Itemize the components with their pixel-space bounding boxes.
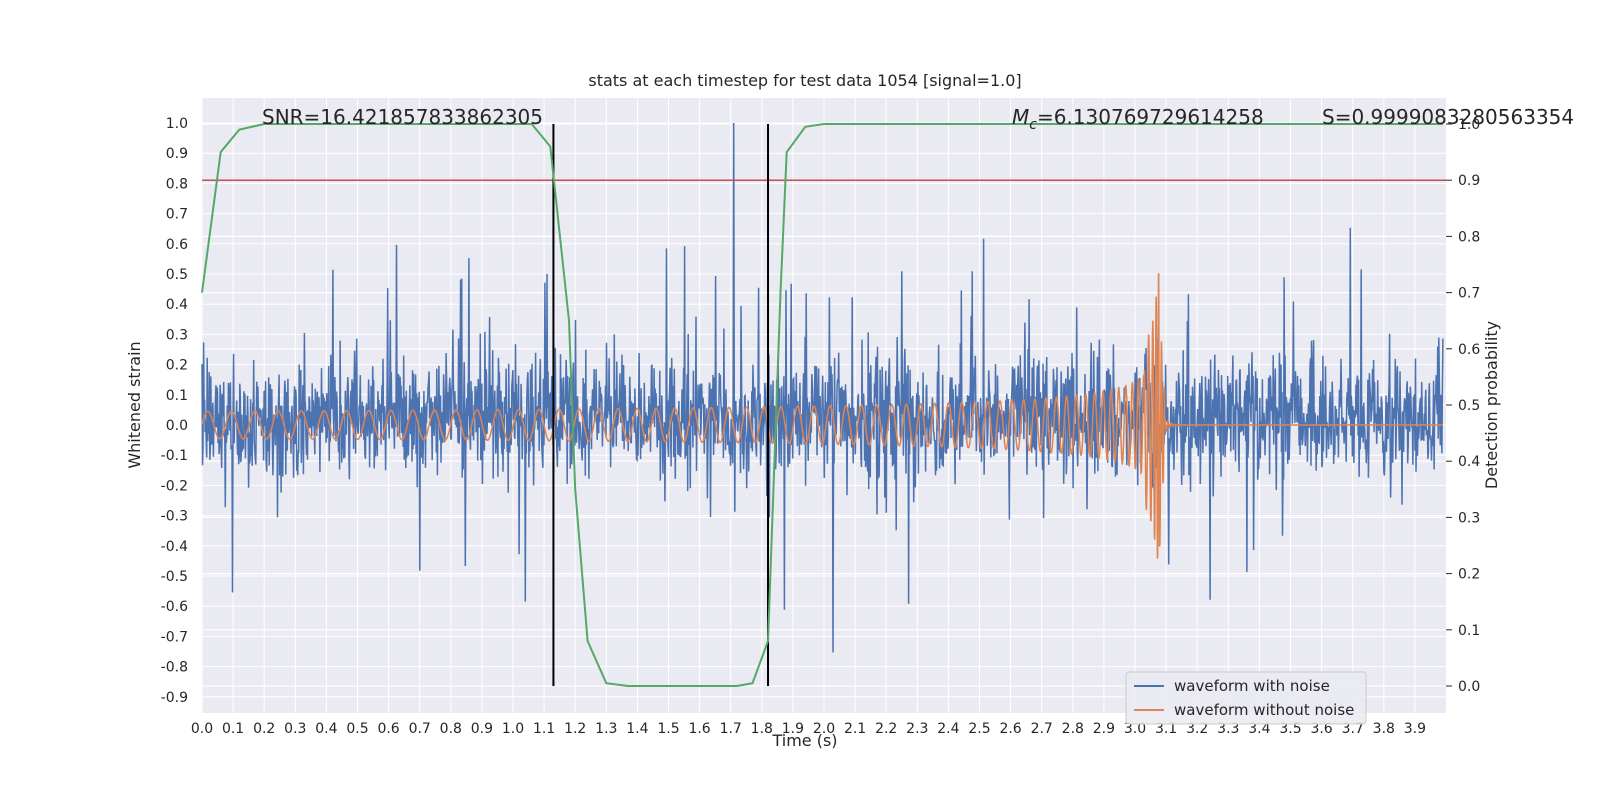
x-tick-label: 2.2: [875, 721, 897, 737]
y-tick-label-left: 0.0: [166, 418, 188, 434]
clean-waveform-line: [201, 273, 1443, 559]
series-waveform-with-noise: [201, 122, 1444, 653]
x-tick-label: 3.7: [1342, 721, 1364, 737]
y-tick-label-left: -0.7: [161, 629, 188, 645]
x-tick-label: 0.8: [440, 721, 462, 737]
y-tick-label-right: 0.6: [1458, 342, 1480, 358]
series-detection-probability: [201, 123, 1443, 687]
snr-annotation: SNR=16.421857833862305: [262, 105, 543, 129]
x-tick-label: 3.6: [1310, 721, 1332, 737]
y-tick-label-right: 0.8: [1458, 229, 1480, 245]
x-tick-label: 3.5: [1279, 721, 1301, 737]
reference-lines: [202, 124, 1446, 686]
y-axis-right-ticks: 1.0 0.9 0.8 0.7 0.6 0.5 0.4 0.3 0.2 0.1 0.0: [1446, 117, 1480, 695]
x-tick-label: 0.9: [471, 721, 493, 737]
x-tick-label: 0.5: [346, 721, 368, 737]
chirp-mass-value: =6.130769729614258: [1037, 105, 1264, 129]
x-tick-label: 0.0: [191, 721, 213, 737]
x-tick-label: 3.1: [1155, 721, 1177, 737]
x-tick-label: 2.3: [906, 721, 928, 737]
x-tick-label: 1.3: [595, 721, 617, 737]
y-tick-label-right: 0.5: [1458, 398, 1480, 414]
y-tick-label-right: 0.9: [1458, 173, 1480, 189]
y-tick-label-left: -0.3: [161, 509, 188, 525]
x-axis-label: Time (s): [771, 731, 837, 750]
legend: waveform with noise waveform without noi…: [1125, 671, 1367, 725]
chart-title: stats at each timestep for test data 105…: [588, 71, 1021, 90]
x-tick-label: 0.3: [284, 721, 306, 737]
chirp-mass-annotation: Mc=6.130769729614258: [1012, 105, 1264, 133]
x-tick-label: 0.4: [315, 721, 337, 737]
x-tick-label: 3.4: [1248, 721, 1270, 737]
x-tick-label: 2.0: [813, 721, 835, 737]
y-tick-label-left: 0.1: [166, 388, 188, 404]
x-tick-label: 2.5: [968, 721, 990, 737]
y-tick-label-left: 0.2: [166, 358, 188, 374]
noise-waveform-line: [201, 122, 1444, 653]
y-tick-label-left: 1.0: [166, 116, 188, 132]
x-tick-label: 1.7: [720, 721, 742, 737]
x-tick-label: 3.3: [1217, 721, 1239, 737]
y-tick-label-left: -0.6: [161, 599, 188, 615]
y-tick-label-right: 0.7: [1458, 286, 1480, 302]
x-tick-label: 1.0: [502, 721, 524, 737]
y-tick-label-left: 0.3: [166, 327, 188, 343]
x-tick-label: 1.4: [626, 721, 648, 737]
x-tick-label: 2.1: [844, 721, 866, 737]
x-tick-label: 3.0: [1124, 721, 1146, 737]
chirp-mass-symbol: M: [1012, 105, 1029, 129]
x-tick-label: 1.1: [533, 721, 555, 737]
x-tick-label: 1.5: [657, 721, 679, 737]
x-tick-label: 1.2: [564, 721, 586, 737]
x-tick-label: 3.2: [1186, 721, 1208, 737]
y-tick-label-left: -0.4: [161, 539, 188, 555]
x-tick-label: 0.2: [253, 721, 275, 737]
y-tick-label-left: 0.5: [166, 267, 188, 283]
y-tick-label-left: -0.8: [161, 660, 188, 676]
y-tick-label-left: 0.4: [166, 297, 188, 313]
probability-line: [201, 123, 1443, 687]
y-tick-label-left: 0.6: [166, 237, 188, 253]
y-tick-label-left: -0.5: [161, 569, 188, 585]
x-tick-label: 2.4: [937, 721, 959, 737]
chirp-mass-subscript: c: [1029, 117, 1037, 133]
y-tick-label-right: 1.0: [1458, 117, 1480, 133]
x-tick-label: 1.9: [782, 721, 804, 737]
y-tick-label-left: 0.7: [166, 207, 188, 223]
y-tick-label-left: -0.1: [161, 448, 188, 464]
x-tick-label: 3.9: [1404, 721, 1426, 737]
y-tick-label-right: 0.0: [1458, 679, 1480, 695]
x-tick-label: 2.8: [1062, 721, 1084, 737]
y-axis-left-label: Whitened strain: [125, 341, 144, 468]
s-annotation: S=0.9999083280563354: [1322, 105, 1574, 129]
y-tick-label-right: 0.4: [1458, 454, 1480, 470]
x-tick-label: 2.6: [999, 721, 1021, 737]
y-axis-left-ticks: 1.0 0.9 0.8 0.7 0.6 0.5 0.4 0.3 0.2 0.1 0.0 -0.1 -0.…: [161, 116, 188, 706]
x-tick-label: 1.6: [688, 721, 710, 737]
x-tick-label: 2.7: [1031, 721, 1053, 737]
y-tick-label-left: -0.9: [161, 690, 188, 706]
y-tick-label-left: -0.2: [161, 478, 188, 494]
x-tick-label: 1.8: [751, 721, 773, 737]
legend-label-clean: waveform without noise: [1174, 701, 1354, 719]
legend-label-noise: waveform with noise: [1174, 677, 1330, 695]
y-tick-label-right: 0.3: [1458, 510, 1480, 526]
y-tick-label-left: 0.8: [166, 176, 188, 192]
series-waveform-without-noise: [201, 273, 1443, 559]
x-tick-label: 3.8: [1373, 721, 1395, 737]
x-axis-ticks: 0.0 0.1 0.2 0.3 0.4 0.5 0.6 0.7 0.8 0.9 1.0 1.1 1.2 1…: [191, 721, 1426, 737]
y-axis-right-label: Detection probability: [1482, 321, 1501, 489]
y-tick-label-right: 0.1: [1458, 623, 1480, 639]
y-tick-label-left: 0.9: [166, 146, 188, 162]
legend-box: [1125, 671, 1367, 725]
x-tick-label: 0.1: [222, 721, 244, 737]
x-tick-label: 0.6: [377, 721, 399, 737]
x-tick-label: 2.9: [1093, 721, 1115, 737]
y-tick-label-right: 0.2: [1458, 567, 1480, 583]
x-tick-label: 0.7: [409, 721, 431, 737]
